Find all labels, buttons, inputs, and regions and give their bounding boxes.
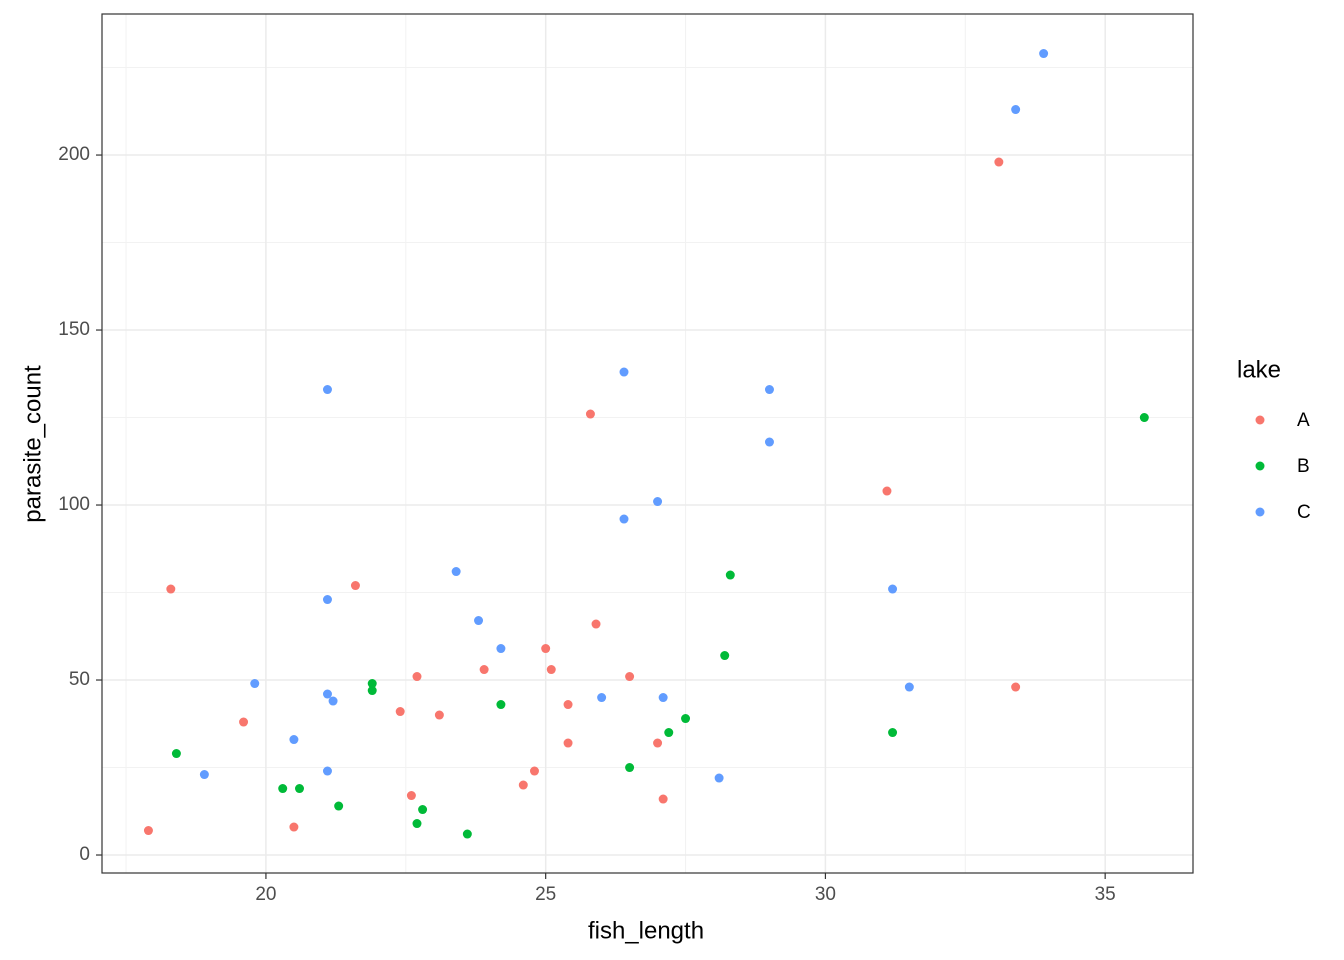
point	[328, 696, 338, 706]
point	[546, 665, 556, 675]
point	[322, 766, 332, 776]
point	[322, 385, 332, 395]
panel-border	[101, 13, 1194, 874]
point	[1011, 105, 1021, 115]
legend-key	[1255, 461, 1265, 471]
point	[764, 437, 774, 447]
point	[585, 409, 595, 419]
point	[518, 780, 528, 790]
x-axis-label: fish_length	[588, 917, 704, 944]
point	[462, 829, 472, 839]
point	[322, 595, 332, 605]
point	[904, 682, 914, 692]
point	[888, 584, 898, 594]
x-tick-label: 20	[255, 884, 276, 905]
point	[619, 514, 629, 524]
legend-key	[1255, 415, 1265, 425]
point	[1039, 49, 1049, 59]
point	[451, 567, 461, 577]
point	[658, 693, 668, 703]
point	[1139, 413, 1149, 423]
point	[406, 791, 416, 801]
point	[625, 672, 635, 682]
point	[412, 672, 422, 682]
x-tick-label: 30	[815, 884, 836, 905]
x-tick-label: 25	[535, 884, 556, 905]
point	[289, 822, 299, 832]
point	[322, 689, 332, 699]
point	[289, 735, 299, 745]
y-axis-label: parasite_count	[19, 365, 46, 523]
point	[418, 805, 428, 815]
point	[395, 707, 405, 717]
point	[653, 497, 663, 507]
point	[714, 773, 724, 783]
point	[171, 749, 181, 759]
point	[625, 763, 635, 773]
y-tick-label: 0	[79, 844, 90, 865]
y-tick-label: 150	[58, 319, 90, 340]
y-tick-label: 50	[69, 669, 90, 690]
point	[412, 819, 422, 829]
point	[888, 728, 898, 738]
point	[725, 570, 735, 580]
legend-label: A	[1297, 410, 1310, 431]
x-tick-label: 35	[1095, 884, 1116, 905]
point	[434, 710, 444, 720]
point	[720, 651, 730, 661]
point	[563, 700, 573, 710]
legend-label: C	[1297, 502, 1311, 523]
point	[239, 717, 249, 727]
point	[166, 584, 176, 594]
legend-label: B	[1297, 456, 1310, 477]
y-tick-label: 200	[58, 144, 90, 165]
point	[367, 686, 377, 696]
point	[479, 665, 489, 675]
point	[664, 728, 674, 738]
point	[474, 616, 484, 626]
legend-key	[1255, 507, 1265, 517]
point	[350, 581, 360, 591]
point	[529, 766, 539, 776]
point	[882, 486, 892, 496]
y-tick-label: 100	[58, 494, 90, 515]
point	[597, 693, 607, 703]
point	[541, 644, 551, 654]
point	[294, 784, 304, 794]
point	[653, 738, 663, 748]
point	[367, 679, 377, 689]
point	[764, 385, 774, 395]
legend-title: lake	[1237, 356, 1281, 383]
point	[334, 801, 344, 811]
point	[143, 826, 153, 836]
point	[658, 794, 668, 804]
point	[496, 644, 506, 654]
point	[591, 619, 601, 629]
point	[278, 784, 288, 794]
point	[199, 770, 209, 780]
point	[496, 700, 506, 710]
point	[1011, 682, 1021, 692]
point	[563, 738, 573, 748]
point	[250, 679, 260, 689]
point	[994, 157, 1004, 167]
point	[619, 367, 629, 377]
point	[681, 714, 691, 724]
